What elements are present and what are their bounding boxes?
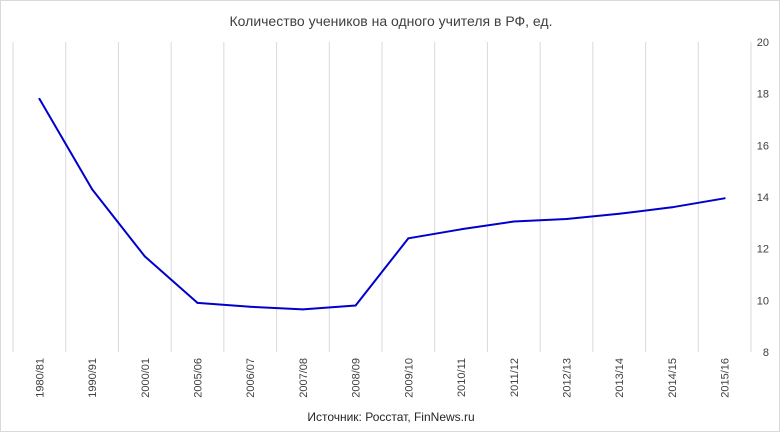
x-tick-label: 2000/01 [140, 358, 152, 398]
y-tick-label: 16 [757, 140, 769, 152]
data-point [565, 217, 568, 220]
data-point [512, 220, 515, 223]
series-layer [38, 97, 726, 311]
data-point [670, 206, 673, 209]
chart-source: Источник: Росстат, FinNews.ru [307, 410, 475, 424]
data-point [723, 197, 726, 200]
data-point [196, 301, 199, 304]
x-tick-label: 2013/14 [614, 358, 626, 398]
data-point [38, 97, 41, 100]
x-tick-label: 2014/15 [667, 358, 679, 398]
y-tick-label: 14 [757, 192, 769, 204]
y-axis-ticks: 8 10 12 14 16 18 20 [757, 37, 769, 359]
data-point [354, 304, 357, 307]
data-point [301, 308, 304, 311]
x-tick-label: 2010/11 [456, 358, 468, 397]
x-tick-label: 1990/91 [87, 358, 99, 398]
data-point [143, 255, 146, 258]
data-point [618, 212, 621, 215]
x-tick-label: 2011/12 [509, 358, 521, 397]
data-point [249, 305, 252, 308]
y-tick-label: 10 [757, 295, 769, 307]
x-tick-label: 2006/07 [245, 358, 257, 398]
x-tick-label: 2005/06 [193, 358, 205, 398]
series-line [38, 98, 725, 311]
gridlines [12, 42, 752, 352]
x-tick-label: 2007/08 [298, 358, 310, 398]
chart-title: Количество учеников на одного учителя в … [229, 13, 553, 29]
x-tick-label: 1980/81 [34, 358, 46, 398]
y-tick-label: 12 [757, 244, 769, 256]
y-tick-label: 8 [763, 347, 769, 359]
y-tick-label: 18 [757, 89, 769, 101]
data-point [460, 228, 463, 231]
y-tick-label: 20 [757, 37, 769, 49]
x-tick-label: 2015/16 [720, 358, 732, 398]
data-point [91, 188, 94, 191]
x-axis-ticks: 1980/81 1990/91 2000/01 2005/06 2006/07 2007/… [34, 358, 731, 398]
x-tick-label: 2008/09 [351, 358, 363, 398]
x-tick-label: 2009/10 [403, 358, 415, 398]
data-point [407, 237, 410, 240]
x-tick-label: 2012/13 [562, 358, 574, 398]
